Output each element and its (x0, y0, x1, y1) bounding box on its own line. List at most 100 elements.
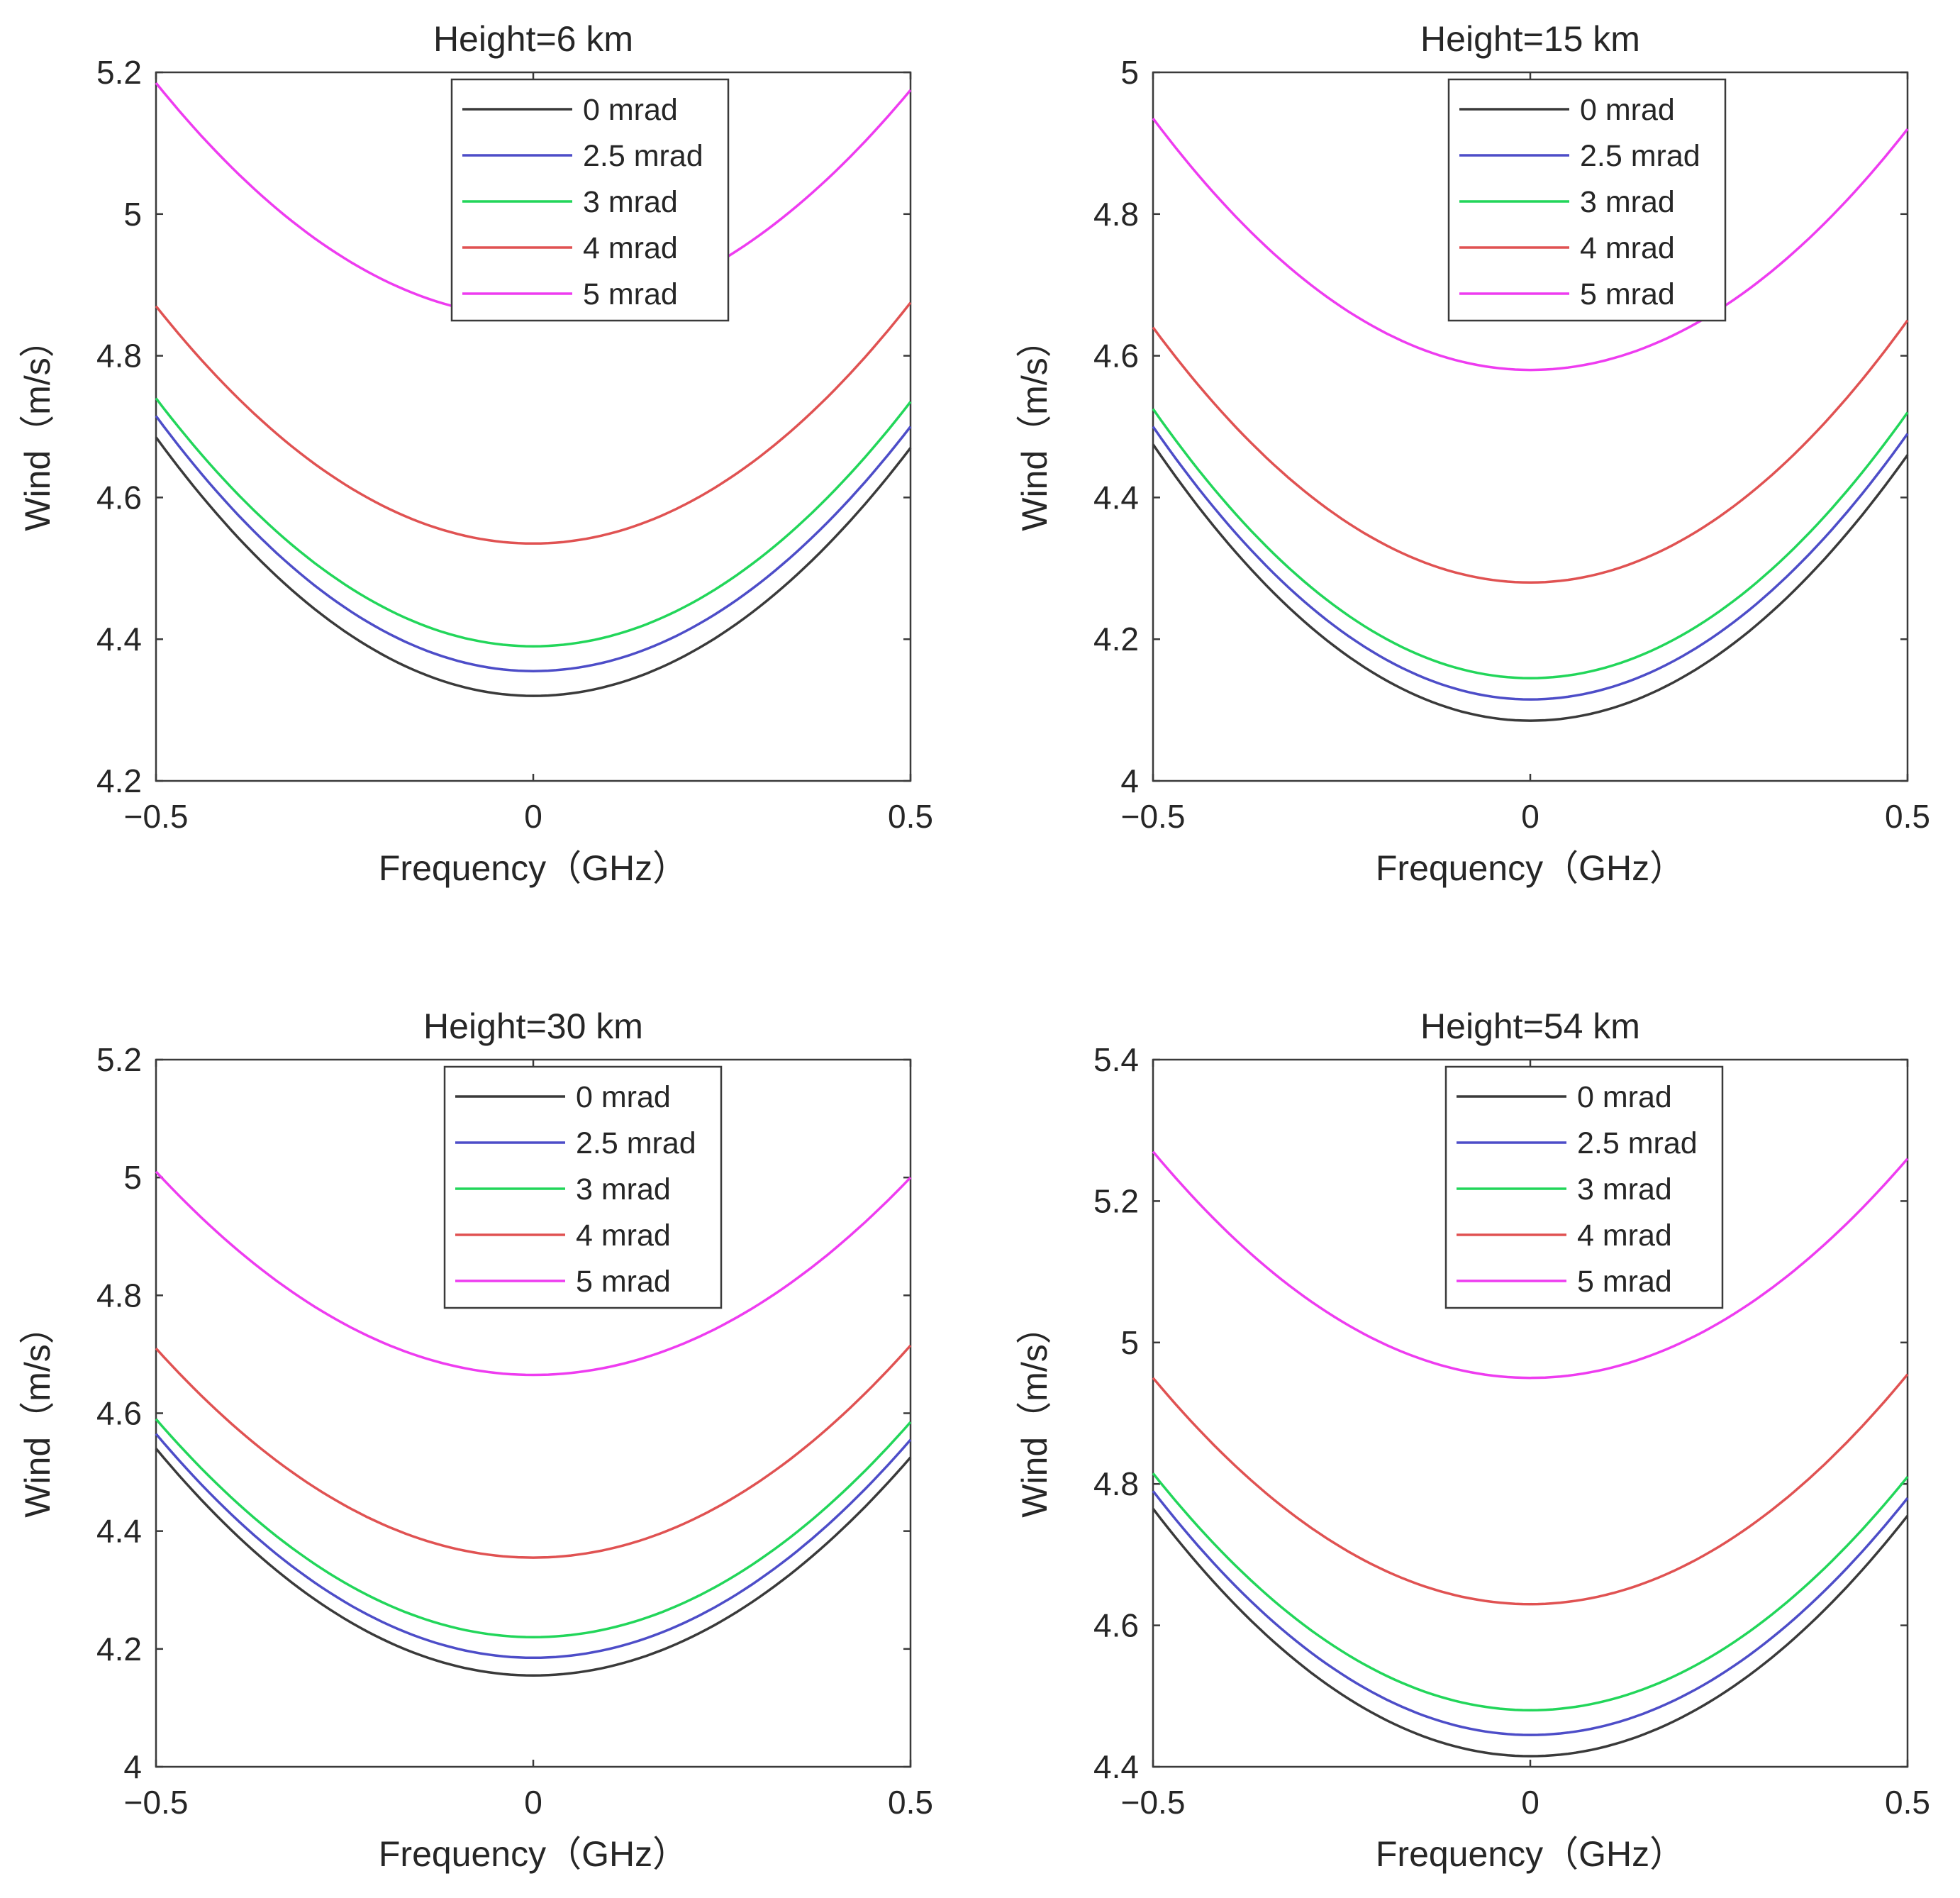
series-line-4-mrad (155, 301, 912, 545)
y-tick-label: 4.6 (1093, 1607, 1139, 1644)
y-tick-label: 5.2 (1093, 1182, 1139, 1219)
series-line-2-5-mrad (155, 1433, 912, 1660)
y-tick-label: 4.6 (96, 479, 142, 516)
x-tick-label: 0.5 (888, 798, 933, 835)
y-tick-label: 4.8 (1093, 1465, 1139, 1502)
series-line-5-mrad (1152, 117, 1909, 372)
legend-label: 3 mrad (576, 1172, 671, 1206)
x-tick-label: −0.5 (1121, 798, 1186, 835)
legend: 0 mrad 2.5 mrad 3 mrad 4 mrad 5 mrad (1447, 78, 1727, 322)
series-line-3-mrad (1152, 1472, 1909, 1711)
chart-title: Height=30 km (423, 1006, 643, 1046)
y-axis-label: Wind（m/s） (18, 322, 57, 531)
x-tick-label: −0.5 (124, 798, 189, 835)
legend: 0 mrad 2.5 mrad 3 mrad 4 mrad 5 mrad (443, 1065, 723, 1309)
y-tick-label: 4.8 (1093, 196, 1139, 233)
legend-label: 2.5 mrad (1577, 1126, 1698, 1160)
legend-label: 0 mrad (583, 93, 678, 127)
y-tick-label: 4.2 (1093, 621, 1139, 657)
x-tick-label: 0 (1521, 1784, 1539, 1821)
x-tick-label: 0.5 (1885, 798, 1930, 835)
series-line-3-mrad (155, 1418, 912, 1638)
series-line-4-mrad (1152, 1373, 1909, 1606)
y-tick-label: 4 (123, 1748, 142, 1785)
series-line-5-mrad (155, 1170, 912, 1377)
legend-box (1444, 1065, 1724, 1309)
legend-label: 2.5 mrad (576, 1126, 696, 1160)
y-tick-label: 5.4 (1093, 1041, 1139, 1078)
legend-box (450, 78, 730, 322)
y-axis-label: Wind（m/s） (18, 1309, 57, 1517)
y-axis-label: Wind（m/s） (1015, 1309, 1054, 1517)
x-tick-label: −0.5 (1121, 1784, 1186, 1821)
legend-label: 5 mrad (1580, 277, 1675, 311)
legend-label: 0 mrad (576, 1080, 671, 1114)
series-line-2-5-mrad (155, 415, 912, 672)
series-line-0-mrad (1152, 1508, 1909, 1758)
y-tick-label: 5 (1120, 54, 1139, 91)
chart-panel-2: Height=15 km 4 4.2 4.4 4.6 4.8 5 −0.5 0 0.5 Freque… (1015, 19, 1930, 888)
y-tick-label: 5 (1120, 1324, 1139, 1361)
legend-label: 3 mrad (583, 185, 678, 219)
y-tick-label: 4.2 (96, 1631, 142, 1667)
y-tick-label: 5.2 (96, 1041, 142, 1078)
y-tick-label: 4 (1120, 762, 1139, 799)
x-tick-label: 0 (524, 1784, 542, 1821)
legend-label: 4 mrad (1577, 1219, 1672, 1253)
chart-panel-4: Height=54 km 4.4 4.6 4.8 5 5.2 5.4 −0.5 0 0.5 Freq… (1015, 1006, 1930, 1874)
legend-label: 5 mrad (576, 1265, 671, 1299)
series-line-3-mrad (155, 397, 912, 648)
x-tick-label: 0 (524, 798, 542, 835)
chart-panel-3: Height=30 km 4 4.2 4.4 4.6 4.8 5 5.2 −0.5 0 0.5 Fre… (18, 1006, 933, 1874)
y-tick-label: 4.4 (1093, 1748, 1139, 1785)
y-tick-label: 4.6 (1093, 338, 1139, 374)
legend-label: 3 mrad (1580, 185, 1675, 219)
chart-title: Height=6 km (433, 19, 633, 59)
x-axis-label: Frequency（GHz） (1376, 1834, 1685, 1874)
legend-box (1447, 78, 1727, 322)
legend-label: 4 mrad (583, 231, 678, 265)
legend-label: 5 mrad (1577, 1265, 1672, 1299)
x-tick-label: 0.5 (1885, 1784, 1930, 1821)
series-line-0-mrad (155, 436, 912, 697)
y-axis-label: Wind（m/s） (1015, 322, 1054, 531)
series-line-3-mrad (1152, 408, 1909, 679)
y-tick-label: 4.8 (96, 1277, 142, 1314)
series-line-0-mrad (1152, 443, 1909, 722)
y-tick-label: 5 (123, 1159, 142, 1196)
legend-label: 3 mrad (1577, 1172, 1672, 1206)
series-line-2-5-mrad (1152, 1490, 1909, 1736)
series-line-2-5-mrad (1152, 426, 1909, 701)
chart-panel-1: Height=6 km 4.2 4.4 4.6 4.8 5 5.2 −0.5 0 0.5 Frequ… (18, 19, 933, 888)
x-axis-label: Frequency（GHz） (379, 848, 688, 888)
series-line-4-mrad (1152, 319, 1909, 584)
x-axis-label: Frequency（GHz） (379, 1834, 688, 1874)
legend: 0 mrad 2.5 mrad 3 mrad 4 mrad 5 mrad (450, 78, 730, 322)
legend-label: 0 mrad (1580, 93, 1675, 127)
legend-label: 4 mrad (1580, 231, 1675, 265)
series-line-0-mrad (155, 1448, 912, 1677)
series-line-5-mrad (1152, 1150, 1909, 1380)
legend-label: 4 mrad (576, 1219, 671, 1253)
y-tick-label: 5.2 (96, 54, 142, 91)
y-tick-label: 4.8 (96, 338, 142, 374)
x-tick-label: −0.5 (124, 1784, 189, 1821)
legend-label: 5 mrad (583, 277, 678, 311)
legend-box (443, 1065, 723, 1309)
y-tick-label: 4.2 (96, 762, 142, 799)
y-tick-label: 4.6 (96, 1395, 142, 1432)
y-tick-label: 4.4 (96, 1513, 142, 1550)
legend-label: 2.5 mrad (583, 139, 703, 173)
chart-title: Height=15 km (1420, 19, 1640, 59)
x-tick-label: 0.5 (888, 1784, 933, 1821)
legend: 0 mrad 2.5 mrad 3 mrad 4 mrad 5 mrad (1444, 1065, 1724, 1309)
x-axis-label: Frequency（GHz） (1376, 848, 1685, 888)
legend-label: 0 mrad (1577, 1080, 1672, 1114)
y-tick-label: 5 (123, 196, 142, 233)
chart-title: Height=54 km (1420, 1006, 1640, 1046)
y-tick-label: 4.4 (1093, 479, 1139, 516)
series-line-4-mrad (155, 1344, 912, 1559)
x-tick-label: 0 (1521, 798, 1539, 835)
legend-label: 2.5 mrad (1580, 139, 1700, 173)
